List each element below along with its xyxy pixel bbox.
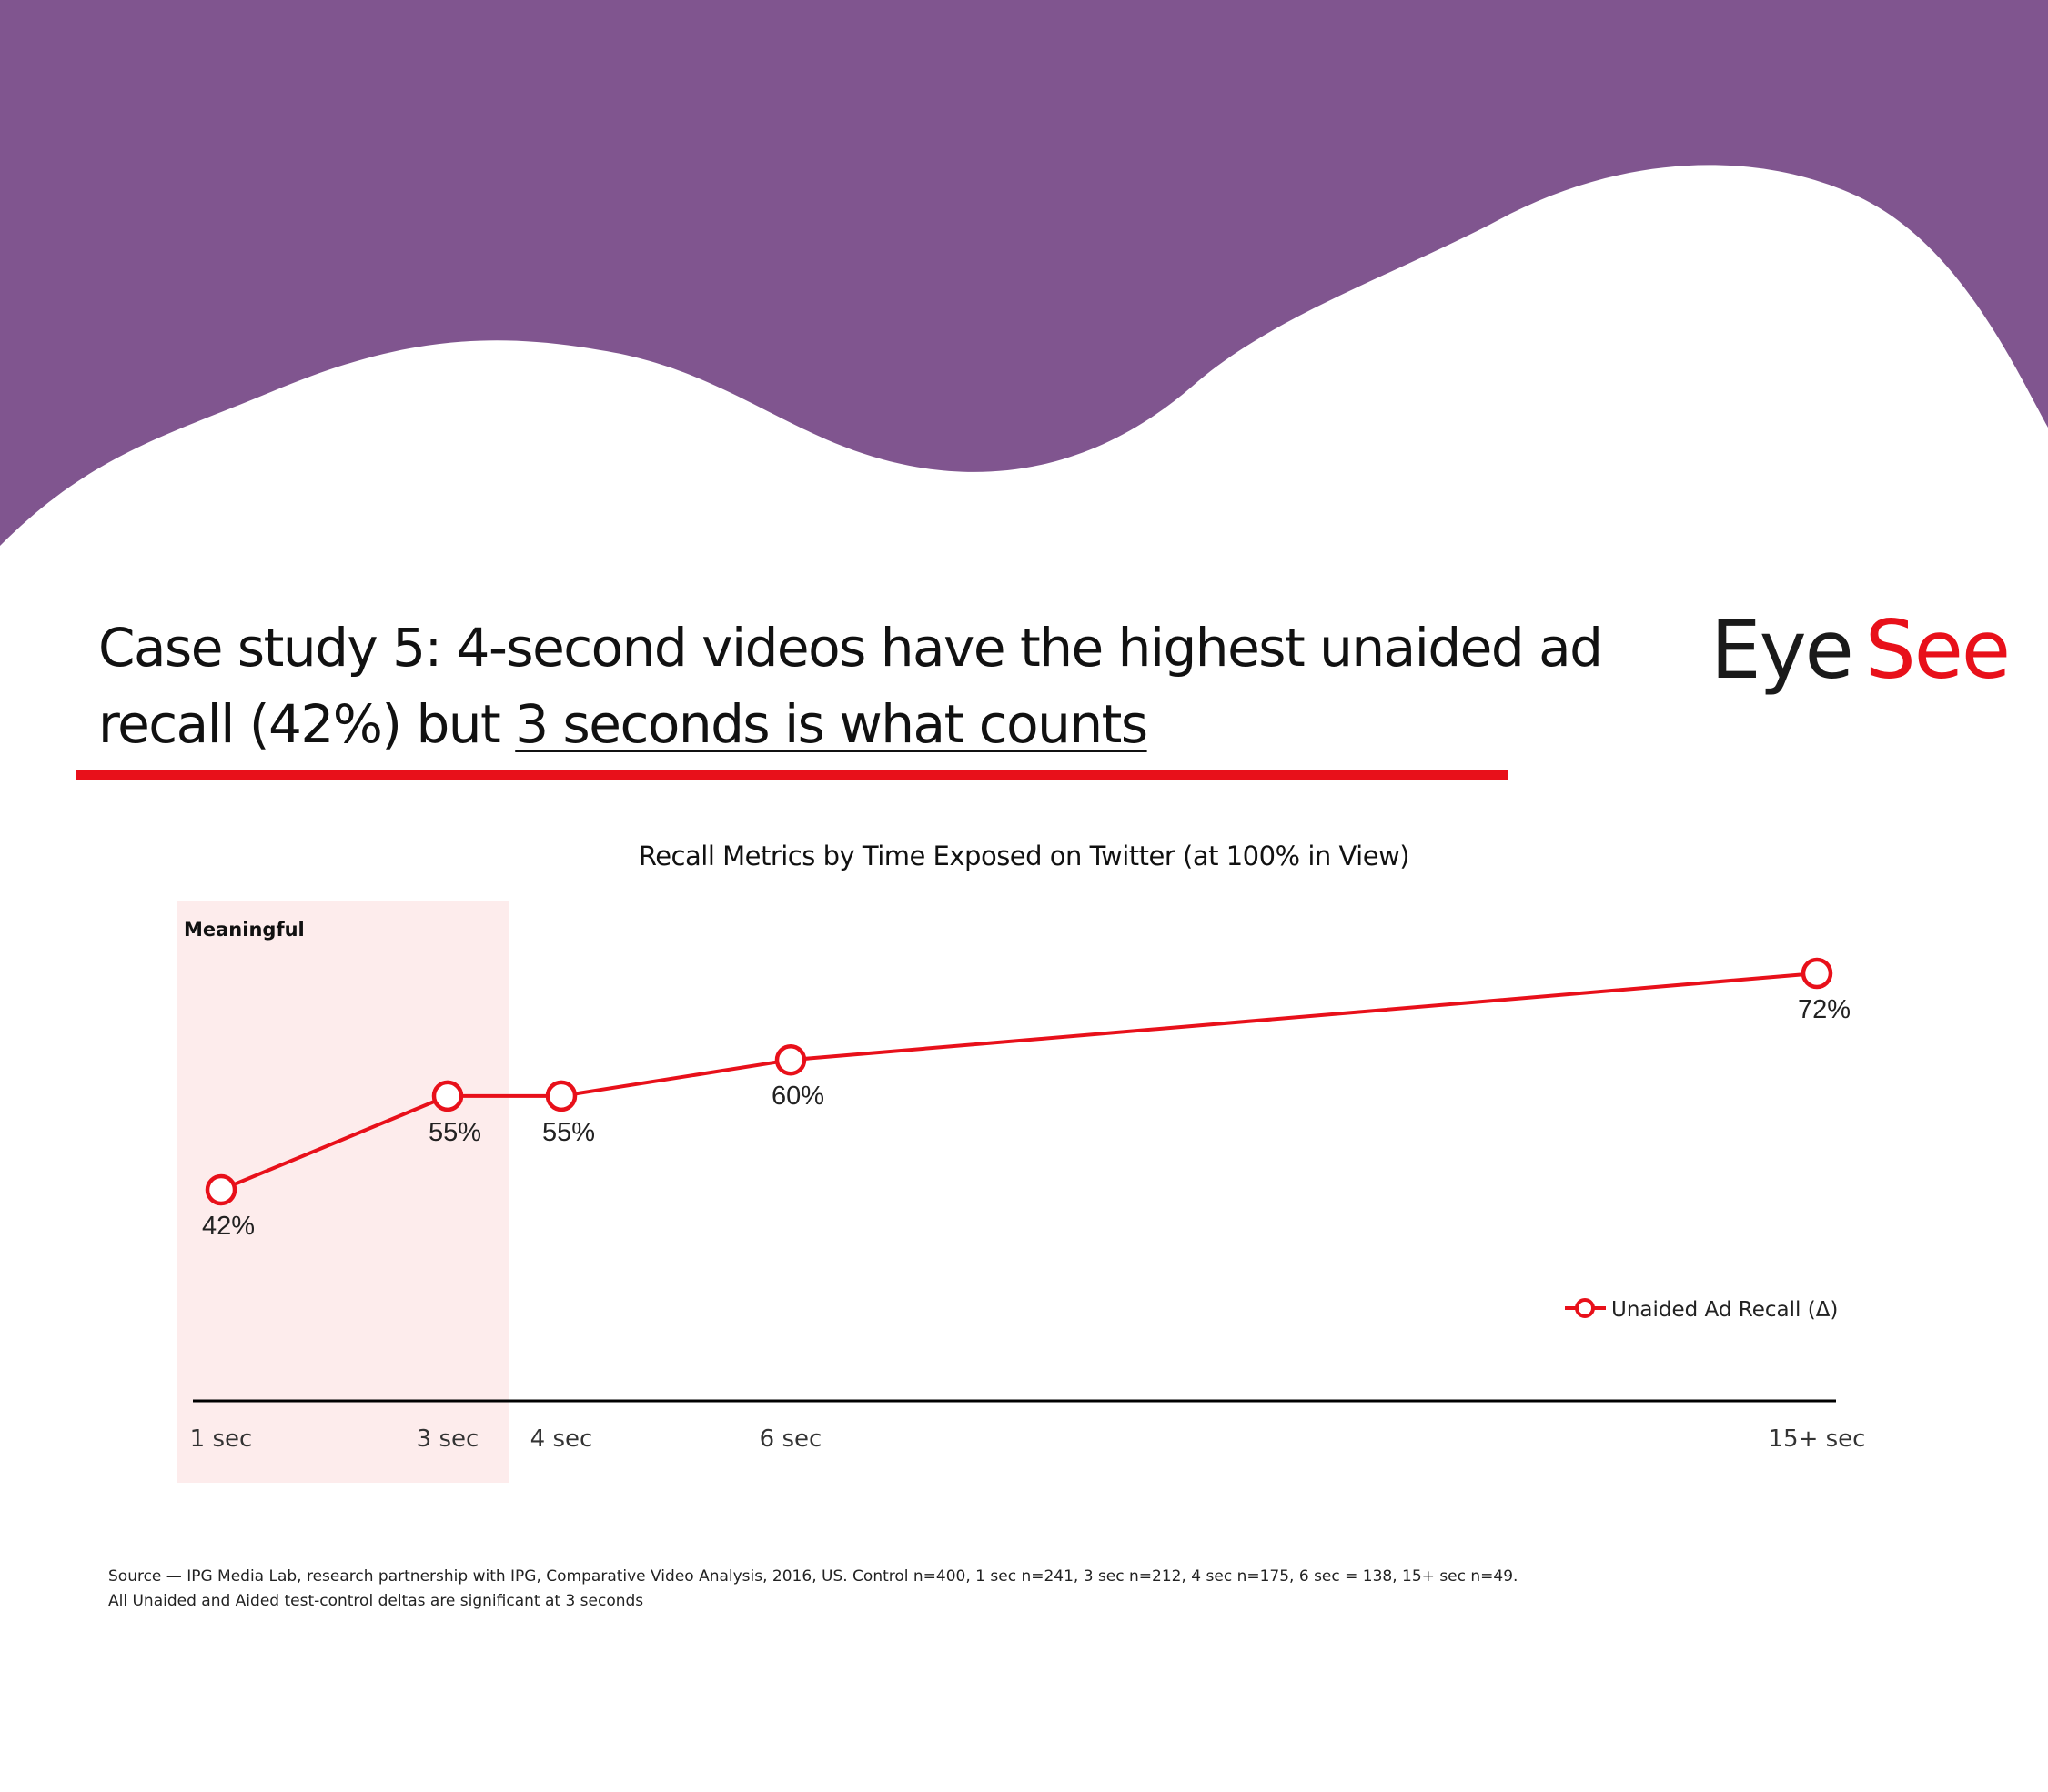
data-point-marker	[205, 1173, 237, 1206]
logo-part-see: See	[1864, 603, 2011, 697]
decorative-wave-banner	[0, 0, 2048, 546]
headline-underline-rule	[76, 770, 1508, 780]
headline-text: Case study 5: 4-second videos have the h…	[98, 617, 1603, 755]
x-tick-label: 15+ sec	[1769, 1425, 1866, 1453]
x-tick-label: 3 sec	[417, 1425, 479, 1453]
data-point-marker	[1801, 957, 1833, 990]
highlight-label: Meaningful	[184, 919, 305, 941]
source-line-1: Source — IPG Media Lab, research partner…	[108, 1567, 1518, 1586]
logo-part-eye: Eye	[1710, 603, 1854, 697]
eyesee-logo: Eye See	[1710, 600, 2011, 700]
x-tick-label: 1 sec	[190, 1425, 253, 1453]
chart-title: Recall Metrics by Time Exposed on Twitte…	[638, 841, 1410, 871]
data-label: 60%	[772, 1082, 824, 1111]
data-label: 72%	[1798, 995, 1851, 1024]
data-point-marker	[431, 1080, 464, 1112]
data-label: 55%	[429, 1118, 481, 1147]
purple-wave	[0, 0, 2048, 546]
recall-line-chart: Meaningful 1 sec 3 sec 4 sec 6 sec 15+ sec 42%…	[177, 901, 1866, 1483]
legend-label: Unaided Ad Recall (Δ)	[1611, 1298, 1838, 1322]
headline: Case study 5: 4-second videos have the h…	[98, 609, 1681, 762]
source-note: Source — IPG Media Lab, research partner…	[108, 1565, 1973, 1614]
data-point-marker	[545, 1080, 578, 1112]
source-line-2: All Unaided and Aided test-control delta…	[108, 1592, 644, 1610]
data-label: 55%	[542, 1118, 595, 1147]
legend-marker	[1575, 1298, 1595, 1318]
headline-underlined-text: 3 seconds is what counts	[515, 693, 1148, 755]
x-tick-label: 6 sec	[760, 1425, 822, 1453]
data-point-marker	[774, 1043, 807, 1076]
data-label: 42%	[202, 1212, 255, 1241]
x-tick-label: 4 sec	[530, 1425, 593, 1453]
